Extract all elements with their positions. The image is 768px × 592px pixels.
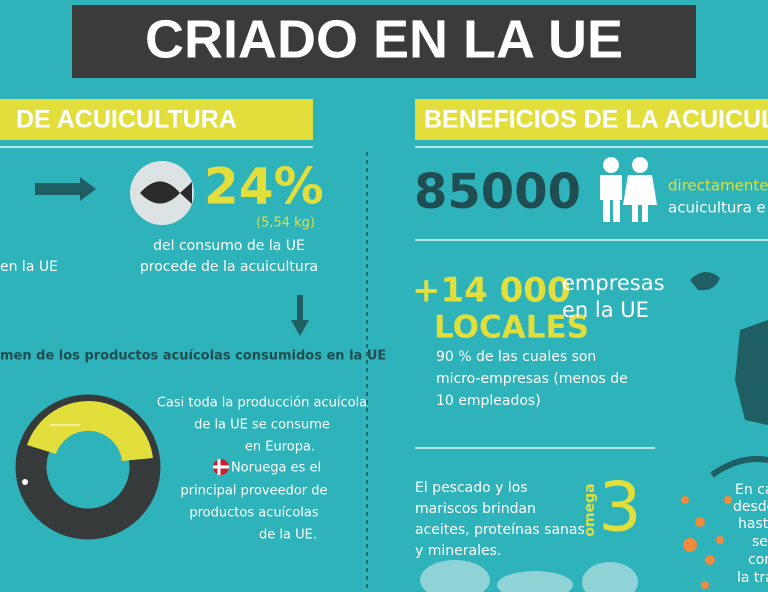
text-line: acuicultura e bbox=[668, 199, 766, 217]
fish-illustration bbox=[420, 560, 490, 592]
arc bbox=[710, 456, 768, 478]
donut-yellow bbox=[27, 401, 153, 461]
weight: (5,54 kg) bbox=[256, 216, 315, 231]
text-line: En ca bbox=[735, 482, 768, 498]
text-line: aceites, proteínas sanas bbox=[415, 522, 585, 538]
text-line: micro-empresas (menos de bbox=[436, 371, 628, 387]
down-arrow bbox=[291, 295, 309, 336]
text-line: desde bbox=[733, 499, 768, 515]
map-iceland bbox=[690, 271, 720, 291]
arrow bbox=[35, 177, 96, 201]
left-header-bar bbox=[0, 99, 313, 140]
leader-dot bbox=[22, 479, 28, 485]
companies-unit: LOCALES bbox=[434, 310, 589, 346]
text-line: El pescado y los bbox=[415, 480, 528, 496]
flag-cross bbox=[213, 459, 229, 475]
jobs-number: 85000 bbox=[414, 164, 581, 220]
right-header-bar bbox=[415, 99, 768, 140]
left-header: DE ACUICULTURA bbox=[16, 106, 237, 134]
text-line: en la UE bbox=[0, 259, 58, 275]
title: CRIADO EN LA UE bbox=[145, 9, 623, 69]
title-bar bbox=[72, 5, 696, 78]
shell-illustration bbox=[582, 562, 638, 592]
right-header: BENEFICIOS DE LA ACUICUL bbox=[424, 106, 768, 134]
text-line: 10 empleados) bbox=[436, 393, 541, 409]
companies-number: +14 000 bbox=[412, 271, 571, 311]
text-line: de la UE se consume bbox=[194, 418, 330, 433]
omega-number: 3 bbox=[598, 469, 641, 548]
map-europe bbox=[735, 320, 768, 425]
text-line: mariscos brindan bbox=[415, 501, 536, 517]
text-line: con bbox=[748, 552, 768, 568]
text-line: directamente bbox=[668, 177, 768, 195]
text-line: se bbox=[752, 534, 768, 550]
fish bbox=[140, 181, 192, 204]
text-line: empresas bbox=[562, 271, 665, 295]
text-line: 90 % de las cuales son bbox=[436, 349, 596, 365]
text-line: principal proveedor de bbox=[180, 484, 327, 499]
text-line: en Europa. bbox=[245, 440, 315, 455]
text-line: Casi toda la producción acuícola bbox=[157, 396, 367, 411]
fish-illustration bbox=[497, 571, 573, 592]
omega-word: omega bbox=[582, 483, 598, 536]
text-line: procede de la acuicultura bbox=[140, 259, 318, 275]
text-line: la tra bbox=[737, 570, 768, 586]
text-line: Noruega es el bbox=[231, 461, 321, 476]
text-line: productos acuícolas bbox=[189, 506, 319, 521]
percent: 24% bbox=[204, 158, 324, 216]
text-line: del consumo de la UE bbox=[153, 238, 305, 254]
text-line: hasta bbox=[738, 516, 768, 532]
section-heading: men de los productos acuícolas consumido… bbox=[0, 349, 386, 364]
text-line: en la UE bbox=[562, 298, 649, 322]
eggs bbox=[681, 496, 732, 589]
text-line: y minerales. bbox=[415, 543, 501, 559]
text-line: de la UE. bbox=[259, 528, 317, 543]
people-icon bbox=[600, 157, 657, 222]
